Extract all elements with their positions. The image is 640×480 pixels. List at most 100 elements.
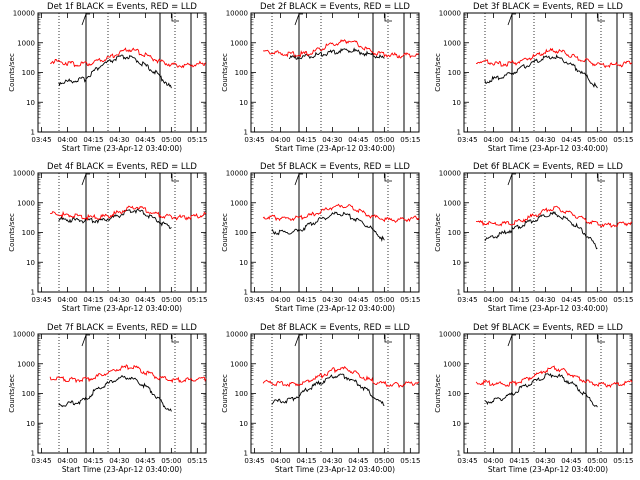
- x-tick-label: 04:15: [509, 136, 529, 144]
- marker-flag: [294, 13, 303, 26]
- y-axis-label: Counts/sec: [221, 53, 229, 92]
- y-tick-label: 1000: [443, 199, 461, 207]
- x-tick-label: 04:30: [535, 457, 555, 465]
- panel-title: Det 2f BLACK = Events, RED = LLD: [260, 2, 410, 12]
- y-tick-label: 100: [448, 229, 461, 237]
- x-axis-label: Start Time (23-Apr-12 03:40:00): [62, 144, 182, 153]
- x-tick-label: 05:00: [374, 296, 394, 304]
- x-tick-label: 04:45: [135, 457, 155, 465]
- y-axis-label: Counts/sec: [8, 374, 16, 413]
- lld-series-line: [263, 39, 419, 59]
- detector-panel: Det 4f BLACK = Events, RED = LLD 1 10 100 10…: [8, 162, 207, 313]
- x-tick-label: 05:00: [587, 457, 607, 465]
- marker-flag: [171, 174, 179, 182]
- x-tick-label: 05:00: [587, 136, 607, 144]
- marker-flag: [294, 334, 303, 347]
- y-tick-label: 100: [22, 69, 35, 77]
- y-tick-label: 1000: [443, 39, 461, 47]
- marker-flag: [597, 14, 605, 22]
- y-tick-label: 100: [448, 69, 461, 77]
- y-tick-label: 10000: [226, 10, 248, 18]
- y-tick-label: 1: [457, 289, 461, 297]
- x-axis-label: Start Time (23-Apr-12 03:40:00): [275, 465, 395, 474]
- detector-panel: Det 7f BLACK = Events, RED = LLD 1 10 100 10…: [8, 323, 207, 474]
- y-axis-label: Counts/sec: [434, 374, 442, 413]
- y-tick-label: 100: [448, 390, 461, 398]
- x-axis-label: Start Time (23-Apr-12 03:40:00): [62, 465, 182, 474]
- panel-title: Det 1f BLACK = Events, RED = LLD: [47, 2, 197, 12]
- marker-flag: [597, 174, 605, 182]
- events-series-line: [484, 210, 598, 250]
- marker-flag: [384, 174, 392, 182]
- plot-frame: [250, 333, 420, 454]
- panel-title: Det 4f BLACK = Events, RED = LLD: [47, 162, 197, 172]
- y-tick-label: 1: [244, 289, 248, 297]
- marker-flag: [81, 334, 90, 347]
- x-tick-label: 05:00: [587, 296, 607, 304]
- y-tick-label: 1000: [230, 360, 248, 368]
- y-axis-label: Counts/sec: [8, 213, 16, 252]
- lld-series-line: [475, 365, 633, 388]
- panel-title: Det 6f BLACK = Events, RED = LLD: [473, 162, 623, 172]
- y-tick-label: 100: [22, 229, 35, 237]
- lld-series-line: [262, 366, 420, 389]
- plot-frame: [37, 333, 207, 454]
- x-tick-label: 04:15: [296, 457, 316, 465]
- x-tick-label: 05:00: [161, 457, 181, 465]
- x-tick-label: 05:15: [400, 136, 420, 144]
- x-tick-label: 03:45: [457, 296, 477, 304]
- marker-flag: [171, 14, 179, 22]
- y-axis-label: Counts/sec: [434, 53, 442, 92]
- y-tick-label: 10000: [226, 331, 248, 339]
- y-tick-label: 1000: [17, 199, 35, 207]
- x-tick-label: 04:30: [322, 136, 342, 144]
- x-tick-label: 03:45: [31, 296, 51, 304]
- y-tick-label: 1: [244, 450, 248, 458]
- marker-flag: [294, 173, 303, 186]
- y-tick-label: 100: [22, 390, 35, 398]
- x-tick-label: 04:30: [535, 296, 555, 304]
- y-tick-label: 1: [457, 450, 461, 458]
- lld-series-line: [49, 364, 207, 384]
- x-tick-label: 04:15: [296, 296, 316, 304]
- x-tick-label: 05:15: [613, 136, 633, 144]
- detector-panel: Det 2f BLACK = Events, RED = LLD 1 10 100 10…: [221, 2, 420, 153]
- y-tick-label: 1000: [443, 360, 461, 368]
- y-tick-label: 1: [457, 129, 461, 137]
- lld-series-line: [475, 47, 633, 69]
- events-series-line: [288, 47, 385, 60]
- marker-flag: [81, 13, 90, 26]
- y-tick-label: 10: [26, 259, 35, 267]
- x-tick-label: 04:00: [57, 136, 77, 144]
- detector-panel: Det 1f BLACK = Events, RED = LLD 1 10 100 10…: [8, 2, 207, 153]
- events-series-line: [58, 374, 172, 412]
- x-tick-label: 04:30: [535, 136, 555, 144]
- y-tick-label: 1000: [17, 360, 35, 368]
- x-tick-label: 05:15: [187, 136, 207, 144]
- x-axis-label: Start Time (23-Apr-12 03:40:00): [62, 304, 182, 313]
- lld-series-line: [50, 205, 207, 222]
- x-tick-label: 04:00: [483, 457, 503, 465]
- y-tick-label: 1: [244, 129, 248, 137]
- y-tick-label: 10000: [439, 170, 461, 178]
- y-tick-label: 10: [26, 420, 35, 428]
- y-tick-label: 10000: [439, 10, 461, 18]
- y-tick-label: 10: [452, 99, 461, 107]
- y-tick-label: 10000: [13, 10, 35, 18]
- panel-title: Det 5f BLACK = Events, RED = LLD: [260, 162, 410, 172]
- detector-panel: Det 5f BLACK = Events, RED = LLD 1 10 100 10…: [221, 162, 420, 313]
- x-tick-label: 04:00: [270, 136, 290, 144]
- y-axis-label: Counts/sec: [8, 53, 16, 92]
- x-tick-label: 04:30: [109, 457, 129, 465]
- x-tick-label: 04:15: [509, 296, 529, 304]
- x-axis-label: Start Time (23-Apr-12 03:40:00): [488, 304, 608, 313]
- x-tick-label: 04:45: [561, 457, 581, 465]
- events-series-line: [58, 208, 172, 229]
- y-tick-label: 1000: [230, 199, 248, 207]
- x-tick-label: 05:15: [400, 457, 420, 465]
- y-axis-label: Counts/sec: [221, 374, 229, 413]
- x-tick-label: 05:15: [613, 296, 633, 304]
- plot-frame: [37, 172, 207, 293]
- panel-title: Det 8f BLACK = Events, RED = LLD: [260, 323, 410, 333]
- y-tick-label: 10: [26, 99, 35, 107]
